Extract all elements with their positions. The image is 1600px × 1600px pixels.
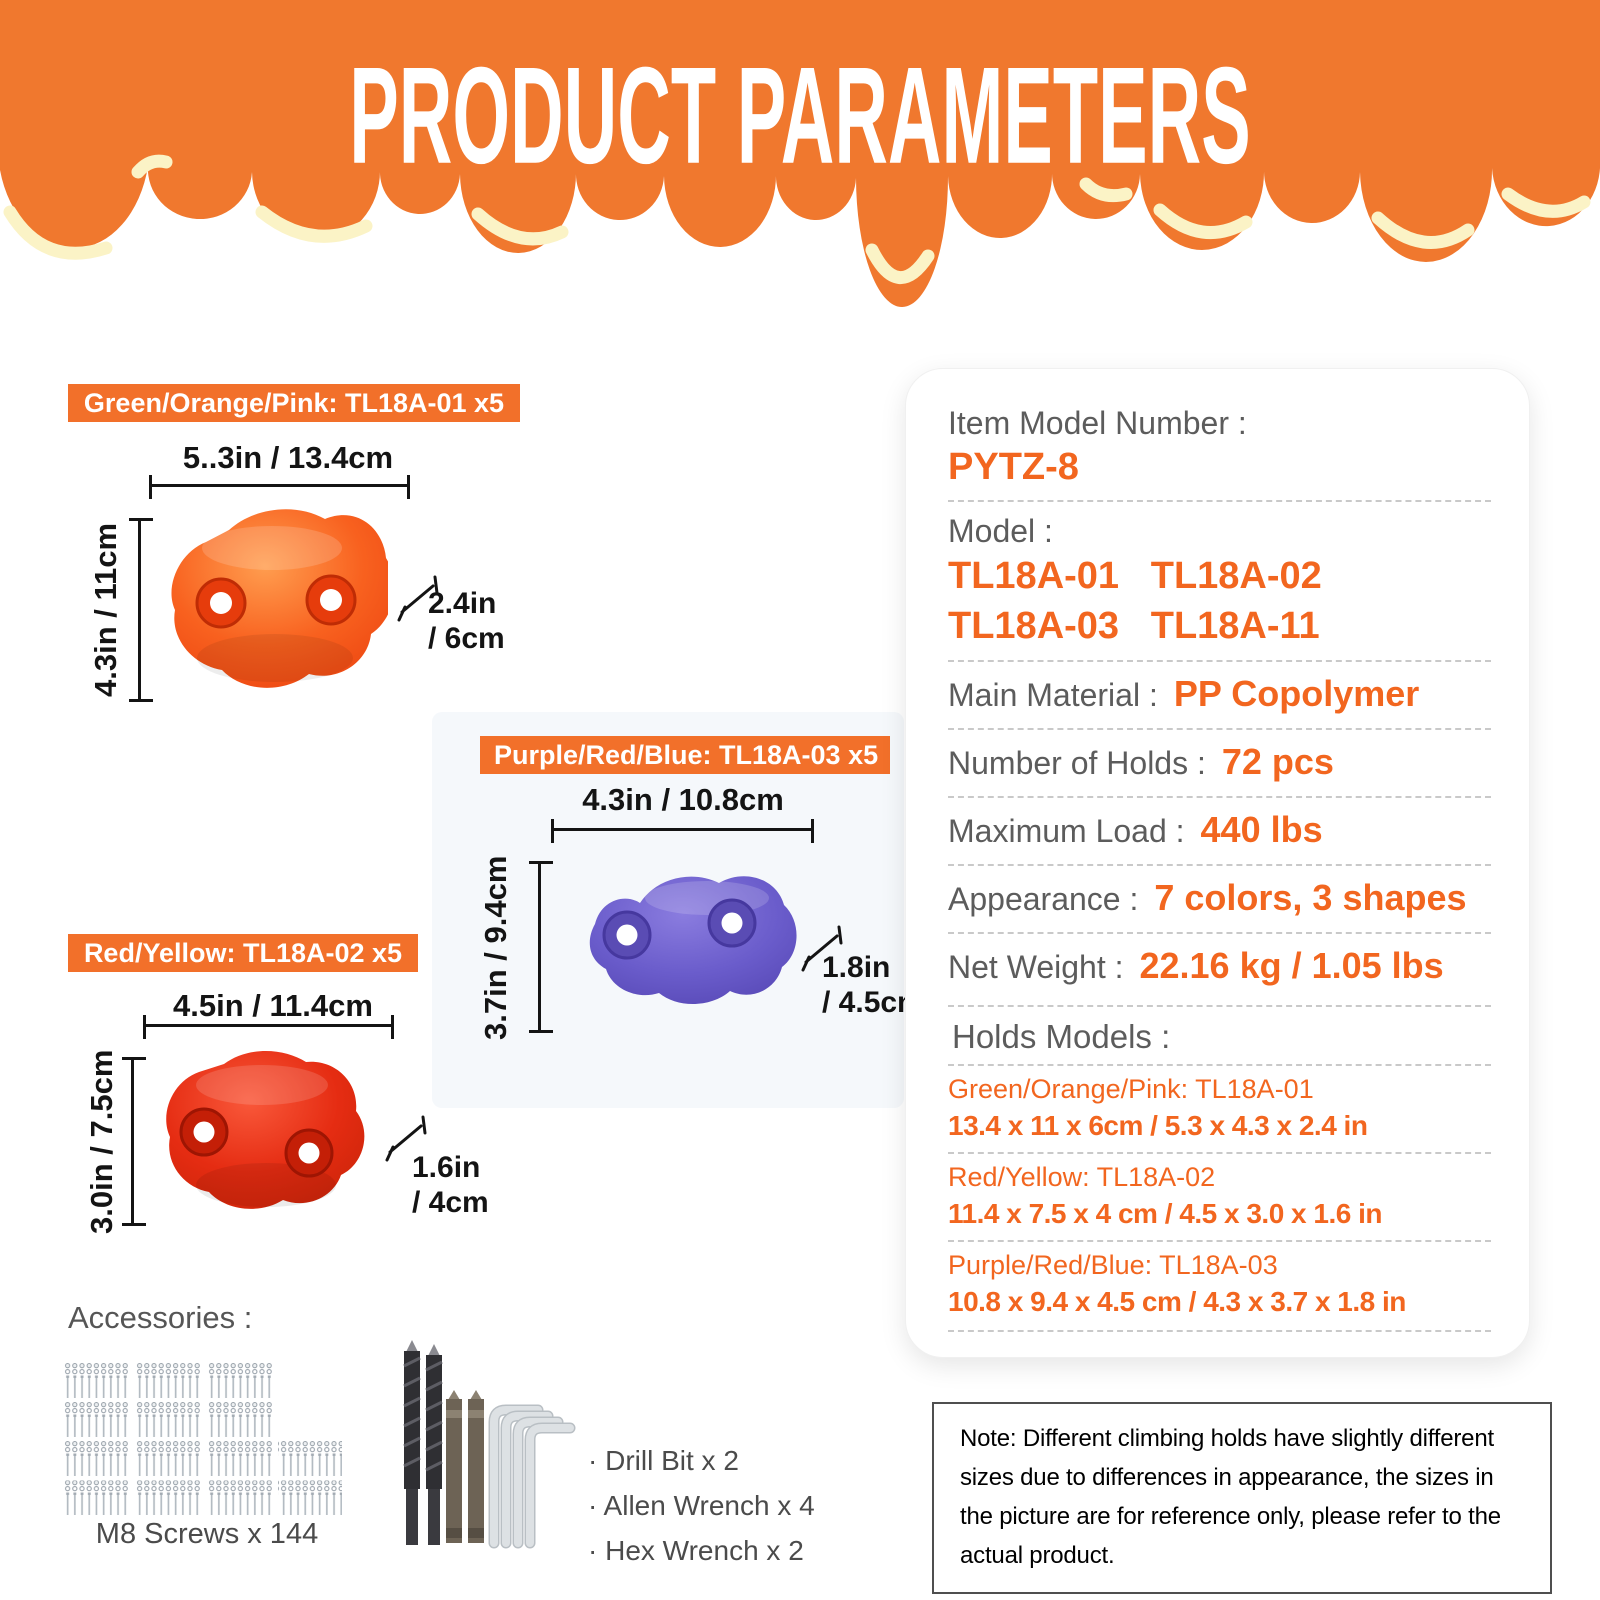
orange-depth-line2: / 6cm <box>428 622 505 655</box>
orange-depth-leader-line <box>397 575 439 622</box>
holds-model-entry-2: Red/Yellow: TL18A-02 11.4 x 7.5 x 4 cm /… <box>948 1160 1491 1234</box>
holds-model-entry-1: Green/Orange/Pink: TL18A-01 13.4 x 11 x … <box>948 1072 1491 1146</box>
accessories-heading: Accessories : <box>68 1300 253 1335</box>
red-depth-line1: 1.6in <box>412 1151 481 1184</box>
orange-width-dimension-label: 5..3in / 13.4cm <box>182 440 394 475</box>
spec-card: Item Model Number : PYTZ-8 Model : TL18A… <box>905 368 1530 1358</box>
number-of-holds-value: 72 pcs <box>1221 741 1334 782</box>
divider <box>948 1005 1491 1007</box>
badge-hold-red: Red/Yellow: TL18A-02 x5 <box>68 934 418 972</box>
purple-width-dimension-label: 4.3in / 10.8cm <box>582 782 784 817</box>
badge-hold-orange: Green/Orange/Pink: TL18A-01 x5 <box>68 384 520 422</box>
divider <box>948 796 1491 798</box>
red-depth-leader-line <box>385 1115 427 1162</box>
red-depth-line2: / 4cm <box>412 1186 489 1219</box>
allen-wrench-icon <box>488 1404 576 1549</box>
item-model-label: Item Model Number : <box>948 405 1247 441</box>
page-title: PRODUCT PARAMETERS <box>349 39 1251 193</box>
red-depth-dimension-label: 1.6in / 4cm <box>412 1150 489 1220</box>
holds-model-3-name: Purple/Red/Blue: TL18A-03 <box>948 1250 1278 1280</box>
spec-row-maximum-load: Maximum Load : 440 lbs <box>948 807 1491 855</box>
divider <box>948 660 1491 662</box>
divider <box>948 1152 1491 1154</box>
cream-highlight-strokes <box>3 154 1591 284</box>
main-material-value: PP Copolymer <box>1173 673 1420 714</box>
number-of-holds-label: Number of Holds : <box>948 745 1206 781</box>
spec-row-number-of-holds: Number of Holds : 72 pcs <box>948 739 1491 787</box>
spec-row-main-material: Main Material : PP Copolymer <box>948 671 1491 719</box>
badge-hold-purple: Purple/Red/Blue: TL18A-03 x5 <box>480 736 890 774</box>
purple-height-dimension-label: 3.7in / 9.4cm <box>478 855 513 1040</box>
divider <box>948 1240 1491 1242</box>
red-height-dimension-line <box>122 1057 146 1226</box>
m8-screws-image <box>64 1362 342 1518</box>
maximum-load-value: 440 lbs <box>1200 809 1323 850</box>
accessory-item-drill-bit: · Drill Bit x 2 <box>588 1445 739 1476</box>
red-height-dimension-label: 3.0in / 7.5cm <box>84 1049 119 1235</box>
accessory-list: · Drill Bit x 2 · Allen Wrench x 4 · Hex… <box>588 1438 815 1573</box>
main-material-label: Main Material : <box>948 677 1158 713</box>
note-box: Note: Different climbing holds have slig… <box>932 1402 1552 1594</box>
orange-width-dimension-line <box>149 475 410 499</box>
holds-models-heading: Holds Models : <box>952 1018 1171 1055</box>
holds-model-2-name: Red/Yellow: TL18A-02 <box>948 1162 1216 1192</box>
red-width-dimension-line <box>143 1015 394 1039</box>
red-width-dimension-label: 4.5in / 11.4cm <box>173 988 373 1023</box>
purple-climbing-hold-image <box>589 876 797 1005</box>
appearance-value: 7 colors, 3 shapes <box>1154 877 1467 918</box>
tools-image <box>403 1340 576 1549</box>
orange-depth-dimension-label: 2.4in / 6cm <box>428 586 505 656</box>
divider <box>948 1064 1491 1066</box>
orange-height-dimension-line <box>129 518 153 702</box>
orange-height-dimension-label: 4.3in / 11cm <box>88 522 123 698</box>
maximum-load-label: Maximum Load : <box>948 813 1185 849</box>
divider <box>948 864 1491 866</box>
net-weight-label: Net Weight : <box>948 949 1124 985</box>
holds-model-3-dims: 10.8 x 9.4 x 4.5 cm / 4.3 x 3.7 x 1.8 in <box>948 1286 1406 1317</box>
purple-depth-line1: 1.8in <box>822 951 891 984</box>
orange-climbing-hold-image <box>171 509 388 688</box>
drill-bit-icon <box>403 1340 443 1545</box>
spec-row-appearance: Appearance : 7 colors, 3 shapes <box>948 875 1491 923</box>
holds-model-1-dims: 13.4 x 11 x 6cm / 5.3 x 4.3 x 2.4 in <box>948 1110 1368 1141</box>
header-banner-wave <box>0 0 1600 307</box>
model-value-line2: TL18A-03 TL18A-11 <box>948 605 1320 647</box>
red-climbing-hold-image <box>166 1051 365 1209</box>
item-model-value: PYTZ-8 <box>948 446 1079 488</box>
divider <box>948 1330 1491 1332</box>
holds-model-2-dims: 11.4 x 7.5 x 4 cm / 4.5 x 3.0 x 1.6 in <box>948 1198 1383 1229</box>
divider <box>948 500 1491 502</box>
net-weight-value: 22.16 kg / 1.05 lbs <box>1139 945 1444 986</box>
holds-model-1-name: Green/Orange/Pink: TL18A-01 <box>948 1074 1314 1104</box>
divider <box>948 932 1491 934</box>
divider <box>948 728 1491 730</box>
model-label: Model : <box>948 513 1053 549</box>
accessory-item-allen-wrench: · Allen Wrench x 4 <box>588 1490 815 1521</box>
appearance-label: Appearance : <box>948 881 1139 917</box>
purple-height-dimension-line <box>529 861 553 1033</box>
hex-bit-icon <box>446 1390 484 1543</box>
accessory-item-hex-wrench: · Hex Wrench x 2 <box>588 1535 804 1566</box>
spec-row-net-weight: Net Weight : 22.16 kg / 1.05 lbs <box>948 943 1491 991</box>
model-value-line1: TL18A-01 TL18A-02 <box>948 555 1322 597</box>
holds-model-entry-3: Purple/Red/Blue: TL18A-03 10.8 x 9.4 x 4… <box>948 1248 1491 1322</box>
purple-depth-leader-line <box>801 925 843 972</box>
purple-width-dimension-line <box>551 819 814 843</box>
orange-depth-line1: 2.4in <box>428 587 497 620</box>
screws-caption: M8 Screws x 144 <box>95 1518 319 1550</box>
